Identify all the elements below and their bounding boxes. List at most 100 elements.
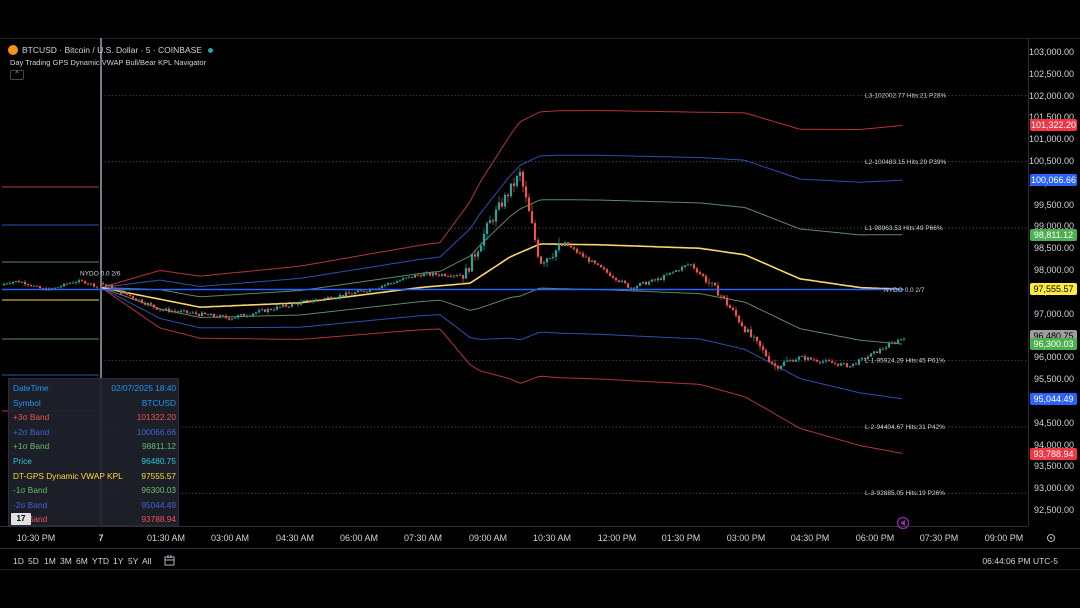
data-window-value: 95044.49 (141, 499, 176, 510)
symbol-title[interactable]: BTCUSD · Bitcoin / U.S. Dollar · 5 · COI… (22, 45, 202, 55)
range-button-5y[interactable]: 5Y (128, 556, 139, 566)
time-tick: 06:00 AM (339, 533, 379, 543)
candle (833, 360, 837, 366)
candle-body (845, 363, 849, 368)
candle (23, 279, 27, 287)
candle (392, 281, 396, 285)
candle-body (797, 356, 801, 360)
settings-icon[interactable] (1045, 532, 1057, 544)
candle-body (755, 336, 759, 341)
symbol-header[interactable]: BTCUSD · Bitcoin / U.S. Dollar · 5 · COI… (8, 44, 213, 56)
candle-body (599, 264, 603, 268)
candle-body (560, 244, 564, 247)
candle-body (236, 315, 240, 318)
candle-body (29, 285, 33, 287)
price-axis[interactable]: 103,000.00 102,500.00 102,000.00 101,500.00… (1028, 38, 1080, 526)
candle-body (455, 275, 459, 277)
candle-body (302, 300, 306, 302)
candle-body (260, 309, 264, 311)
candle-body (704, 275, 708, 283)
candle-body (728, 305, 732, 308)
candle-body (878, 348, 882, 354)
candle-body (449, 276, 453, 277)
candle-body (500, 202, 504, 207)
candle-body (899, 339, 903, 340)
candle (674, 269, 678, 273)
candle (596, 263, 600, 266)
candle-body (422, 273, 426, 277)
candle-body (611, 276, 615, 278)
candle-body (869, 353, 873, 357)
range-button-3m[interactable]: 3M (60, 556, 72, 566)
kpl-level-label: L2-100483.15 Hits:29 P39% (865, 159, 947, 166)
price-tick: 93,500.00 (1033, 461, 1074, 472)
chart-plot-area[interactable]: L3-102002.77 Hits:21 P28% L2-100483.15 Hi… (0, 38, 1028, 526)
candle (38, 285, 42, 289)
candle (59, 284, 63, 289)
candle (779, 365, 783, 371)
candle (746, 327, 750, 333)
candle-body (245, 315, 249, 317)
candle (362, 290, 366, 293)
clock-timezone[interactable]: 06:44:06 PM UTC-5 (982, 556, 1058, 566)
candle-body (854, 363, 858, 365)
candle (494, 205, 498, 227)
price-tick: 101,000.00 (1028, 134, 1074, 145)
indicator-name[interactable]: Day Trading GPS Dynamic VWAP Bull/Bear K… (10, 58, 207, 67)
range-button-ytd[interactable]: YTD (92, 556, 109, 566)
candle-body (227, 317, 231, 320)
candle (770, 360, 774, 365)
candle (611, 274, 615, 280)
candle (842, 362, 846, 366)
candle (2, 282, 6, 286)
candle (701, 272, 705, 278)
candle-body (41, 288, 45, 290)
scroll-to-realtime-icon[interactable] (896, 516, 910, 530)
candle (887, 341, 891, 348)
calendar-range-icon[interactable] (163, 554, 177, 567)
candle-body (830, 361, 834, 363)
candle-body (191, 312, 195, 314)
candle-body (437, 274, 441, 276)
candle (452, 274, 456, 279)
candle-body (590, 260, 594, 262)
candle-body (740, 322, 744, 327)
candle-body (644, 281, 648, 285)
candle (902, 337, 906, 342)
range-button-all[interactable]: All (142, 556, 152, 566)
candle (146, 302, 150, 307)
range-button-5d[interactable]: 5D (28, 556, 39, 566)
candle-body (290, 303, 294, 307)
candle (254, 311, 258, 316)
candle-body (509, 183, 513, 197)
candle (104, 283, 108, 288)
candle (554, 249, 558, 261)
range-button-1d[interactable]: 1D (13, 556, 24, 566)
candle (212, 313, 216, 319)
range-button-1m[interactable]: 1M (44, 556, 56, 566)
range-button-6m[interactable]: 6M (76, 556, 88, 566)
candle (164, 307, 168, 311)
tradingview-logo[interactable]: 17 (11, 513, 31, 525)
candle (710, 282, 714, 287)
candle-body (161, 309, 165, 311)
candle (884, 345, 888, 351)
kpl-level-label: L-2-94404.67 Hits:31 P42% (865, 424, 945, 431)
candle-body (200, 312, 204, 316)
candle-body (815, 360, 819, 362)
candle-body (158, 309, 162, 311)
candle-body (662, 275, 666, 280)
candle-body (443, 274, 447, 277)
candle-body (170, 310, 174, 312)
candle (584, 254, 588, 258)
upper-3-sigma-band (100, 110, 903, 288)
data-window-label: -2σ Band (13, 499, 48, 510)
candle-body (347, 292, 351, 294)
time-axis[interactable]: 10:30 PM 7 01:30 AM 03:00 AM 04:30 AM 06:00 A… (0, 526, 1028, 548)
range-button-1y[interactable]: 1Y (113, 556, 124, 566)
candle (230, 317, 234, 321)
candle-body (467, 268, 471, 272)
candle (137, 299, 141, 302)
collapse-indicators-button[interactable]: ^ (10, 70, 24, 80)
candle-body (656, 278, 660, 281)
